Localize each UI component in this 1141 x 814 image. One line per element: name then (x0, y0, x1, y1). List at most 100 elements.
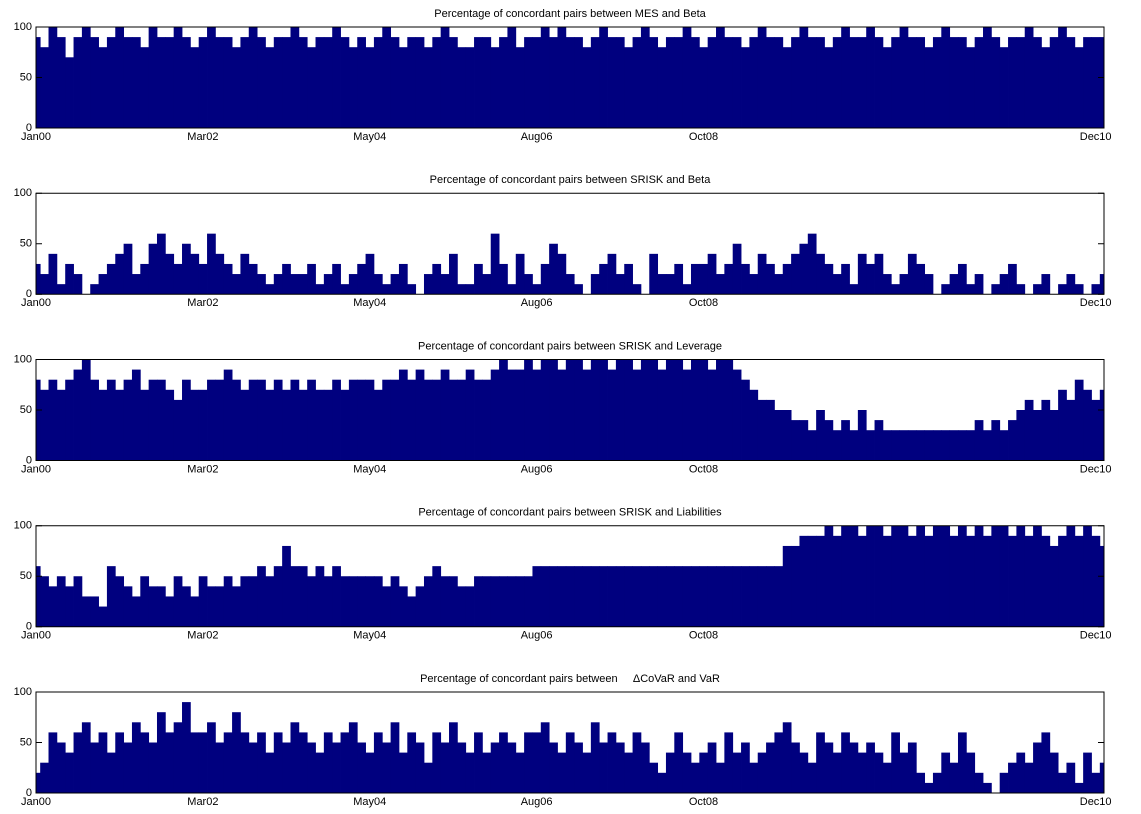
bar (1008, 420, 1017, 461)
bar (148, 243, 158, 295)
bar (657, 772, 667, 793)
bar (173, 576, 183, 627)
bar (916, 525, 926, 627)
bar (590, 37, 600, 128)
bar (323, 576, 333, 627)
bar (983, 27, 992, 128)
bar (966, 47, 976, 128)
bar (156, 233, 166, 295)
y-tick-label: 50 (20, 570, 32, 582)
bar (357, 379, 366, 461)
bar (98, 274, 108, 295)
bar (1066, 399, 1076, 461)
bar (81, 596, 91, 627)
bar (273, 379, 283, 461)
bar (757, 566, 767, 627)
bar (1091, 37, 1101, 128)
bar (190, 253, 200, 295)
bar (73, 274, 83, 295)
bar (340, 284, 350, 295)
bar (582, 369, 592, 461)
bar (365, 576, 375, 627)
bar (223, 369, 233, 461)
bar (207, 722, 216, 793)
bar (48, 27, 58, 128)
bar (207, 27, 216, 128)
bar (507, 284, 517, 295)
bar (632, 37, 642, 128)
bar (348, 576, 358, 627)
bar (65, 263, 74, 295)
bar (432, 379, 442, 461)
bar (282, 545, 291, 627)
bar (799, 27, 809, 128)
bar (273, 274, 283, 295)
bar (1041, 274, 1051, 295)
bar (624, 752, 633, 793)
x-tick-label: Dec10 (1080, 463, 1112, 475)
bar (824, 742, 834, 793)
bar (991, 37, 1001, 128)
bar (791, 742, 800, 793)
bar (73, 369, 83, 461)
bar (282, 263, 291, 295)
bar (983, 782, 992, 793)
bar (490, 47, 500, 128)
bar (182, 243, 191, 295)
y-tick-label: 50 (20, 736, 32, 748)
bar (307, 263, 316, 295)
bar (624, 263, 633, 295)
bar (974, 525, 984, 627)
bar (282, 742, 291, 793)
bar (599, 263, 608, 295)
bar (90, 284, 99, 295)
bar (240, 37, 250, 128)
bar (1041, 47, 1051, 128)
bar (774, 37, 784, 128)
bar (1066, 762, 1076, 793)
bar (565, 37, 575, 128)
bar (682, 27, 692, 128)
bar (348, 722, 358, 793)
bar (999, 772, 1009, 793)
bar (1074, 47, 1084, 128)
bar (340, 389, 350, 461)
bar (148, 27, 158, 128)
bar (465, 369, 475, 461)
bar (373, 37, 383, 128)
chart-title: Percentage of concordant pairs between M… (434, 8, 706, 20)
bar (449, 722, 458, 793)
bar (440, 27, 450, 128)
bar (999, 274, 1009, 295)
bar (807, 37, 817, 128)
bar (657, 369, 667, 461)
bar (974, 37, 984, 128)
bar (690, 762, 700, 793)
bar (724, 263, 734, 295)
bar (348, 47, 358, 128)
bar (36, 379, 41, 461)
bar (65, 379, 74, 461)
bar (540, 722, 550, 793)
bar (674, 732, 684, 793)
bar (1033, 284, 1042, 295)
bar (182, 702, 191, 793)
bar (449, 379, 458, 461)
bar (81, 27, 91, 128)
bar (332, 379, 341, 461)
bar (198, 389, 208, 461)
bar (607, 253, 617, 295)
bar (866, 263, 875, 295)
bars (36, 233, 1104, 295)
bar (215, 742, 225, 793)
bar (106, 379, 116, 461)
bar (907, 430, 917, 461)
bar (140, 576, 150, 627)
bars (36, 525, 1104, 627)
bar (874, 420, 884, 461)
bar (198, 37, 208, 128)
bar (298, 389, 308, 461)
bar (440, 576, 450, 627)
bar (949, 762, 959, 793)
